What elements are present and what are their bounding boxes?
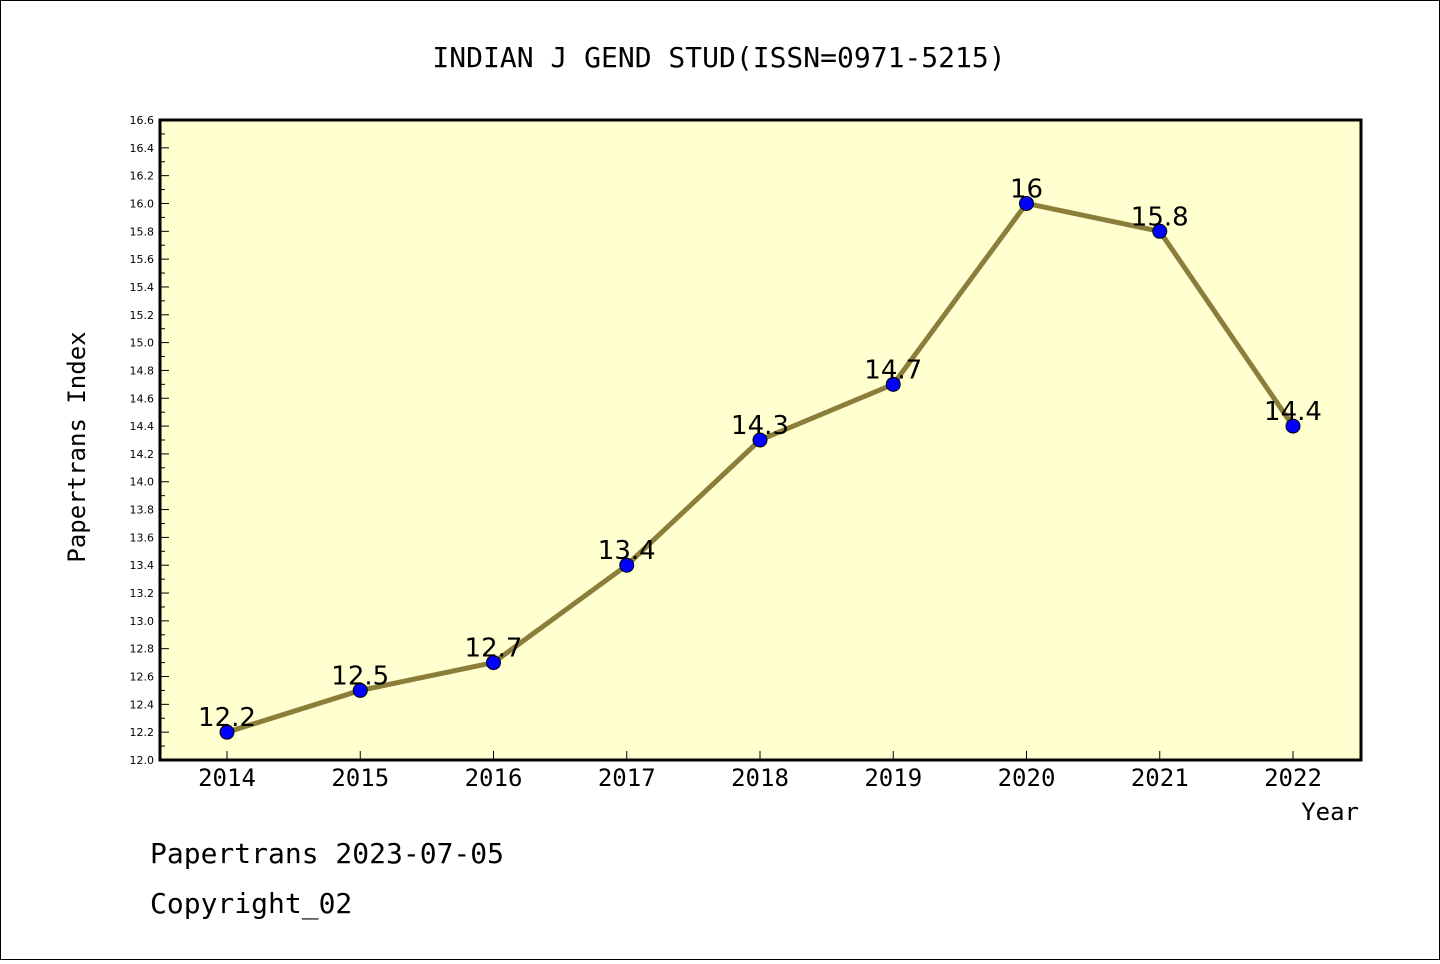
data-point <box>486 655 501 671</box>
y-tick-label: 13.2 <box>130 587 155 600</box>
data-label: 13.4 <box>598 536 656 566</box>
y-tick-label: 14.0 <box>130 476 155 489</box>
y-tick-label: 12.8 <box>130 643 155 656</box>
data-point <box>885 376 901 392</box>
y-tick-label: 16.2 <box>130 170 155 183</box>
x-axis: 2014 2015 2016 2017 2018 2019 2020 2021 2022 <box>198 751 1322 792</box>
y-tick-label: 12.0 <box>130 754 155 767</box>
y-tick-label: 12.4 <box>130 698 155 711</box>
data-label: 12.2 <box>198 703 256 733</box>
x-tick-label: 2021 <box>1131 764 1189 792</box>
y-tick-label: 13.6 <box>130 531 155 544</box>
chart-title: INDIAN J GEND STUD(ISSN=0971-5215) <box>432 41 1005 74</box>
x-tick-label: 2019 <box>864 764 922 792</box>
y-tick-label: 14.2 <box>130 448 155 461</box>
x-tick-label: 2015 <box>331 764 389 792</box>
y-tick-label: 12.2 <box>130 726 155 739</box>
y-tick-label: 16.6 <box>130 114 155 127</box>
data-labels: 12.2 12.5 12.7 13.4 14.3 14.7 16 15.8 14.4 <box>198 174 1322 733</box>
x-tick-label: 2016 <box>465 764 523 792</box>
y-tick-label: 14.4 <box>130 420 155 433</box>
x-tick-label: 2020 <box>998 764 1056 792</box>
y-tick-label: 15.6 <box>130 253 155 266</box>
x-tick-label: 2022 <box>1264 764 1322 792</box>
x-tick-label: 2014 <box>198 764 256 792</box>
data-point <box>1285 418 1301 434</box>
y-axis-label: Papertrans Index <box>63 331 91 562</box>
y-tick-label: 15.4 <box>130 281 155 294</box>
data-label: 14.4 <box>1264 397 1322 427</box>
footer-date: Papertrans 2023-07-05 <box>150 837 504 870</box>
y-tick-label: 13.4 <box>130 559 155 572</box>
y-tick-label: 14.8 <box>130 364 155 377</box>
data-label: 15.8 <box>1131 202 1189 232</box>
data-point <box>219 724 235 740</box>
data-point <box>352 682 368 698</box>
y-tick-label: 13.8 <box>130 504 155 517</box>
y-tick-label: 12.6 <box>130 671 155 684</box>
x-axis-label: Year <box>1301 798 1359 826</box>
y-tick-label: 16.0 <box>130 197 155 210</box>
footer-copyright: Copyright_02 <box>150 887 352 921</box>
data-label: 14.7 <box>864 355 922 385</box>
y-tick-label: 15.2 <box>130 309 155 322</box>
data-label: 16 <box>1010 174 1043 204</box>
x-tick-label: 2018 <box>731 764 789 792</box>
y-tick-label: 16.4 <box>130 142 155 155</box>
y-tick-label: 15.0 <box>130 337 155 350</box>
y-tick-label: 13.0 <box>130 615 155 628</box>
data-point <box>752 432 768 448</box>
data-point <box>1019 195 1034 211</box>
y-tick-label: 14.6 <box>130 392 155 405</box>
data-point <box>619 557 635 573</box>
data-point <box>1152 223 1168 239</box>
data-label: 12.7 <box>465 634 523 664</box>
x-tick-label: 2017 <box>598 764 656 792</box>
y-axis: 12.0 12.2 12.4 12.6 12.8 13.0 13.2 13.4 13.6 13.8… <box>130 114 169 767</box>
y-tick-label: 15.8 <box>130 225 155 238</box>
series-points <box>219 195 1301 740</box>
data-label: 14.3 <box>731 411 789 441</box>
data-label: 12.5 <box>331 661 389 691</box>
